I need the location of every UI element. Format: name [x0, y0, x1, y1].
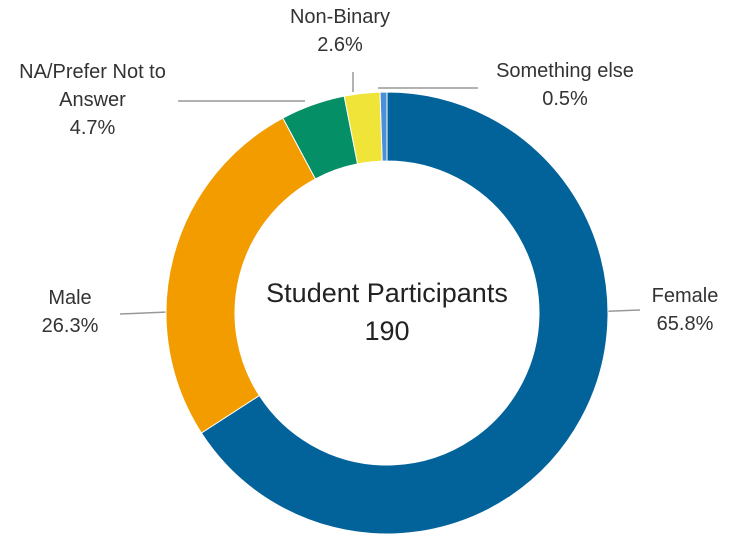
- category-label: Non-Binary: [289, 6, 391, 28]
- slice: [200, 91, 609, 535]
- slice-label: Female 65.8%: [620, 282, 746, 338]
- category-label: NA/Prefer Not to Answer: [19, 61, 166, 111]
- slice: [165, 117, 317, 434]
- category-label: Female: [651, 285, 719, 307]
- value-label: 0.5%: [542, 88, 588, 110]
- value-label: 65.8%: [656, 313, 714, 335]
- value-label: 26.3%: [41, 315, 99, 337]
- slice-label: Male 26.3%: [5, 284, 135, 340]
- category-label: Something else: [496, 60, 634, 82]
- value-label: 4.7%: [69, 117, 116, 139]
- slice-label: Non-Binary 2.6%: [270, 3, 410, 59]
- category-label: Male: [48, 287, 92, 309]
- slice-label: NA/Prefer Not to Answer 4.7%: [5, 58, 180, 142]
- value-label: 2.6%: [317, 34, 363, 56]
- leader-line: [119, 311, 169, 315]
- center-value: 190: [364, 316, 410, 346]
- center-title: Student Participants: [266, 278, 508, 308]
- slice-label: Something else 0.5%: [470, 57, 660, 113]
- slice: [379, 91, 388, 162]
